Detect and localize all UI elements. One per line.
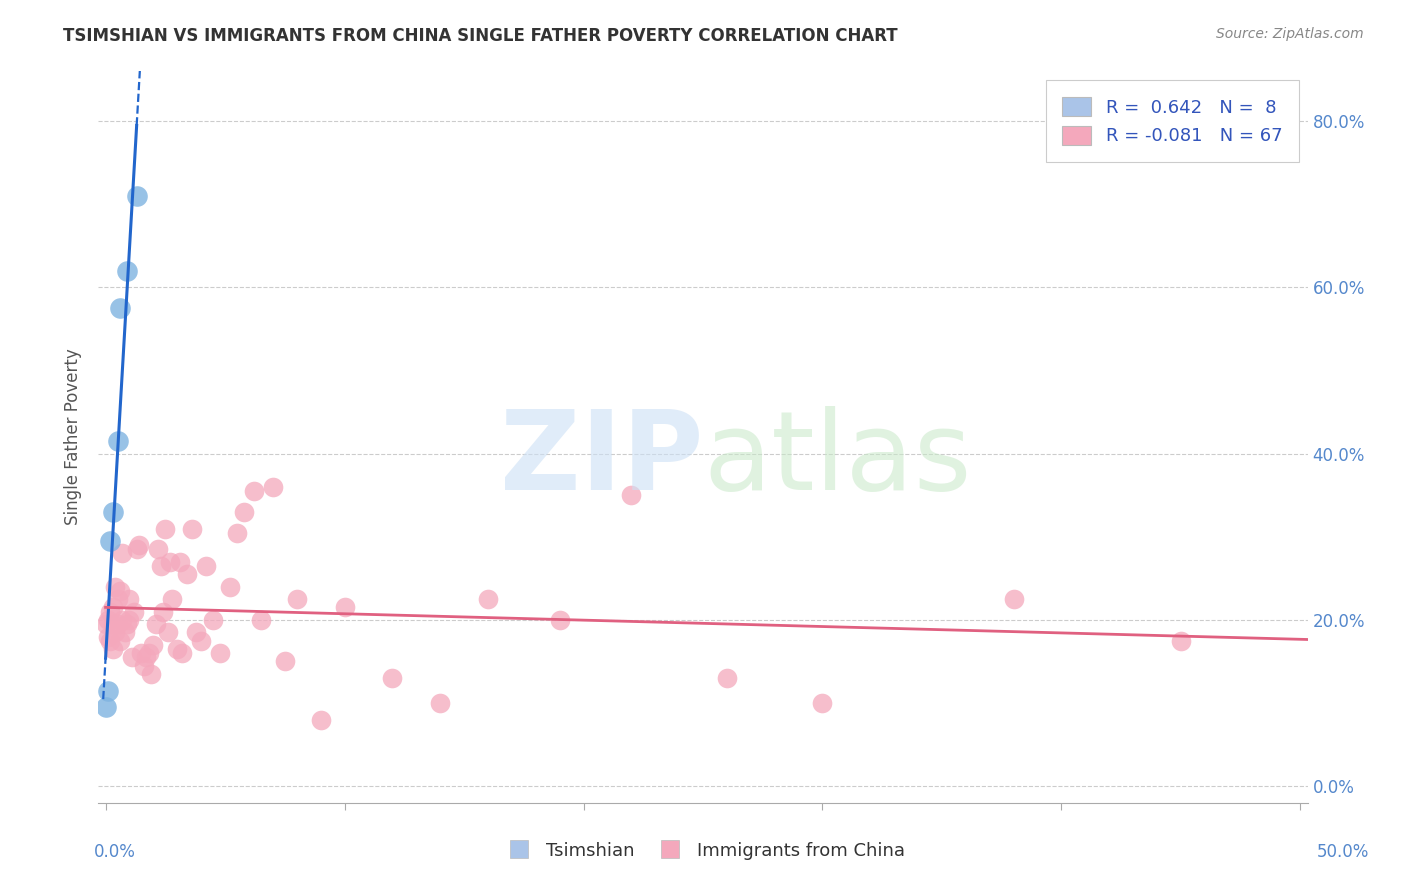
Point (111, 546, 134, 560)
Point (274, 655, 297, 669)
Point (155, 521, 177, 535)
Point (118, 592, 141, 607)
Point (108, 583, 131, 598)
Point (115, 617, 138, 632)
Point (107, 617, 129, 632)
Point (233, 505, 256, 519)
Point (381, 671, 404, 685)
Point (104, 580, 127, 594)
Text: atlas: atlas (703, 406, 972, 513)
Point (180, 521, 202, 535)
Point (1170, 633, 1192, 648)
Legend: Tsimshian, Immigrants from China: Tsimshian, Immigrants from China (494, 835, 912, 867)
Point (548, 613, 571, 627)
Point (135, 650, 157, 665)
Point (121, 650, 143, 665)
Point (97, 630, 120, 644)
Point (218, 580, 240, 594)
Point (242, 484, 264, 499)
Point (97, 683, 120, 698)
Point (132, 658, 155, 673)
Point (159, 555, 181, 569)
Point (162, 592, 184, 607)
Text: Source: ZipAtlas.com: Source: ZipAtlas.com (1216, 27, 1364, 41)
Point (122, 605, 145, 619)
Point (620, 488, 643, 502)
Point (156, 625, 179, 640)
Point (138, 646, 160, 660)
Point (166, 642, 188, 657)
Point (309, 713, 332, 727)
Point (98, 605, 121, 619)
Point (101, 505, 124, 519)
Point (107, 434, 129, 449)
Point (115, 264, 138, 278)
Point (101, 600, 124, 615)
Point (101, 617, 124, 632)
Point (108, 301, 131, 316)
Point (104, 625, 127, 640)
Point (202, 613, 225, 627)
Point (111, 613, 134, 627)
Point (716, 671, 738, 685)
Point (169, 555, 191, 569)
Point (226, 525, 249, 540)
Point (186, 625, 208, 640)
Point (429, 696, 451, 710)
Point (131, 646, 153, 660)
Point (811, 696, 834, 710)
Point (477, 592, 499, 607)
Point (114, 625, 136, 640)
Point (333, 600, 356, 615)
Point (250, 613, 273, 627)
Text: 50.0%: 50.0% (1316, 843, 1369, 861)
Point (98, 633, 121, 648)
Point (152, 605, 174, 619)
Point (139, 667, 162, 681)
Point (128, 538, 150, 552)
Point (125, 189, 148, 203)
Point (98, 533, 121, 548)
Point (118, 613, 141, 627)
Point (146, 542, 169, 557)
Point (176, 567, 198, 582)
Point (194, 558, 217, 573)
Point (142, 638, 165, 652)
Point (101, 642, 124, 657)
Point (107, 592, 129, 607)
Point (94, 617, 117, 632)
Text: 0.0%: 0.0% (94, 843, 136, 861)
Point (285, 592, 308, 607)
Point (108, 633, 131, 648)
Point (149, 558, 172, 573)
Text: TSIMSHIAN VS IMMIGRANTS FROM CHINA SINGLE FATHER POVERTY CORRELATION CHART: TSIMSHIAN VS IMMIGRANTS FROM CHINA SINGL… (63, 27, 898, 45)
Point (125, 542, 148, 557)
Point (94, 700, 117, 714)
Y-axis label: Single Father Poverty: Single Father Poverty (65, 349, 83, 525)
Text: ZIP: ZIP (499, 406, 703, 513)
Point (262, 480, 284, 494)
Point (209, 646, 232, 660)
Point (1002, 592, 1025, 607)
Point (145, 617, 167, 632)
Point (170, 646, 193, 660)
Point (190, 633, 212, 648)
Point (97, 613, 120, 627)
